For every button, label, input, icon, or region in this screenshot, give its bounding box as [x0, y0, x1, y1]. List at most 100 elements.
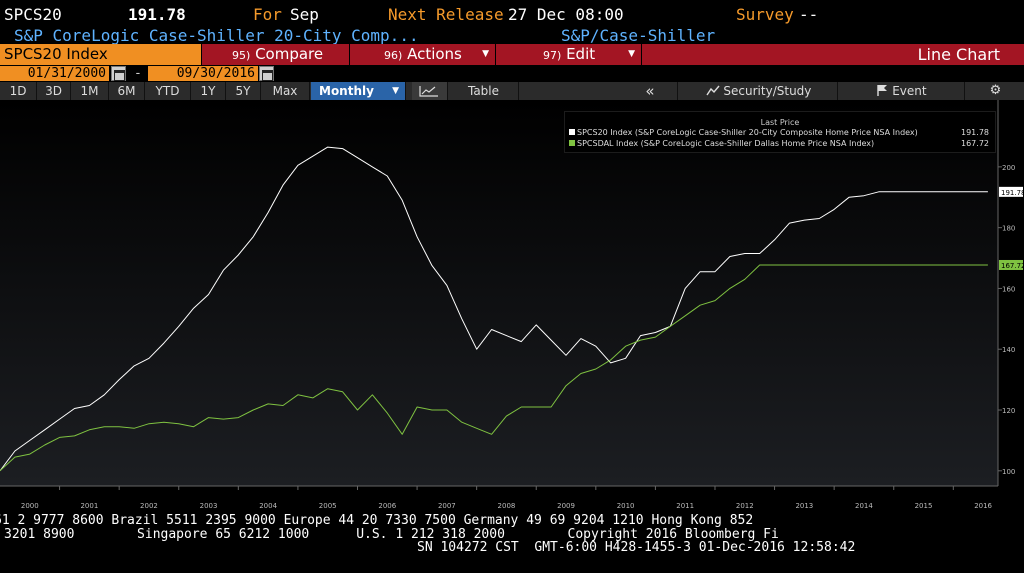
date-separator: - [134, 66, 142, 81]
date-range-bar: 01/31/2000 - 09/30/2016 [0, 65, 1024, 82]
last-price: 191.78 [128, 5, 186, 24]
chart-type-label[interactable]: Line Chart [917, 45, 1000, 64]
security-description-bar: S&P CoreLogic Case-Shiller 20-City Comp.… [0, 24, 1024, 45]
period-1d-button[interactable]: 1D [0, 82, 37, 100]
x-tick-label: 2008 [498, 502, 516, 510]
edit-number: 97) [543, 49, 562, 62]
series-lines [0, 146, 988, 472]
legend-label: SPCS20 Index (S&P CoreLogic Case-Shiller… [577, 128, 918, 137]
y-axis-ticks: 100 120 140 160 180 200 [998, 164, 1015, 476]
calendar-icon[interactable] [111, 66, 126, 81]
edit-menu[interactable]: 97) Edit ▼ [495, 44, 641, 65]
frequency-dropdown-icon: ▼ [392, 86, 399, 96]
study-icon [706, 85, 720, 96]
frequency-label: Monthly [319, 84, 374, 98]
footer-line-2: 3201 8900 Singapore 65 6212 1000 U.S. 1 … [4, 527, 779, 542]
period-1y-button[interactable]: 1Y [191, 82, 226, 100]
x-tick-label: 2007 [438, 502, 456, 510]
event-button[interactable]: Event [840, 82, 965, 100]
series-line-spcsdal [0, 264, 988, 472]
period-6m-button[interactable]: 6M [109, 82, 145, 100]
legend-label: SPCSDAL Index (S&P CoreLogic Case-Shille… [577, 139, 875, 148]
legend-item-spcsdal[interactable]: SPCSDAL Index (S&P CoreLogic Case-Shille… [569, 139, 989, 150]
edit-label: Edit [566, 45, 596, 63]
legend-value: 167.72 [961, 139, 989, 148]
x-tick-label: 2015 [915, 502, 933, 510]
footer-line-3: SN 104272 CST GMT-6:00 H428-1455-3 01-De… [417, 540, 856, 555]
actions-number: 96) [384, 49, 403, 62]
security-study-button[interactable]: Security/Study [680, 82, 838, 100]
x-tick-label: 2004 [259, 502, 277, 510]
edit-dropdown-icon: ▼ [628, 49, 635, 59]
period-ytd-button[interactable]: YTD [145, 82, 191, 100]
security-source[interactable]: S&P/Case-Shiller [561, 26, 716, 45]
legend-title: Last Price [760, 118, 800, 127]
x-tick-label: 2002 [140, 502, 158, 510]
y-tick-label: 180 [1002, 225, 1015, 233]
compare-label: Compare [255, 45, 324, 63]
security-study-label: Security/Study [723, 84, 812, 98]
chart-legend[interactable]: Last Price SPCS20 Index (S&P CoreLogic C… [564, 111, 996, 153]
legend-item-spcs20[interactable]: SPCS20 Index (S&P CoreLogic Case-Shiller… [569, 128, 989, 139]
x-tick-label: 2011 [676, 502, 694, 510]
x-tick-label: 2010 [617, 502, 635, 510]
legend-swatch-green [569, 140, 575, 146]
last-value-label: 167.72 [1001, 262, 1024, 270]
y-tick-label: 140 [1002, 346, 1015, 354]
period-1m-button[interactable]: 1M [71, 82, 109, 100]
table-view-button[interactable]: Table [449, 82, 519, 100]
chart-canvas: 2000 2001 2002 2003 2004 2005 2006 2007 2008 2009… [0, 100, 1024, 510]
line-chart-icon [419, 86, 438, 97]
last-value-tags: 191.78 167.72 [999, 186, 1024, 270]
last-value-tag [999, 259, 1023, 270]
function-menu-bar: SPCS20 Index 95) Compare 96) Actions ▼ 9… [0, 44, 1024, 65]
footer-line-1: 61 2 9777 8600 Brazil 5511 2395 9000 Eur… [0, 513, 754, 528]
for-label: For [253, 5, 282, 24]
x-tick-label: 2014 [855, 502, 873, 510]
series-line-spcs20 [0, 146, 988, 472]
y-tick-label: 120 [1002, 407, 1015, 415]
index-input[interactable]: SPCS20 Index [0, 44, 201, 65]
actions-menu[interactable]: 96) Actions ▼ [349, 44, 495, 65]
settings-button[interactable]: ⚙ [967, 82, 1024, 100]
period-3d-button[interactable]: 3D [37, 82, 71, 100]
plot-background [0, 100, 998, 486]
x-tick-label: 2005 [319, 502, 337, 510]
price-chart[interactable]: 2000 2001 2002 2003 2004 2005 2006 2007 2008 2009… [0, 100, 1024, 512]
x-tick-label: 2001 [80, 502, 98, 510]
actions-dropdown-icon: ▼ [482, 49, 489, 59]
chart-view-button[interactable] [412, 82, 448, 100]
y-tick-label: 100 [1002, 468, 1015, 476]
x-axis-ticks: 2000 2001 2002 2003 2004 2005 2006 2007 2008 2009… [21, 486, 993, 510]
x-tick-label: 2009 [557, 502, 575, 510]
ticker-symbol[interactable]: SPCS20 [4, 5, 62, 24]
end-date-field[interactable]: 09/30/2016 [148, 66, 258, 81]
footer-contacts: 61 2 9777 8600 Brazil 5511 2395 9000 Eur… [0, 512, 1024, 573]
title-bar: SPCS20 191.78 For Sep Next Release 27 De… [0, 0, 1024, 28]
compare-number: 95) [232, 49, 251, 62]
period-max-button[interactable]: Max [261, 82, 310, 100]
frequency-dropdown[interactable]: Monthly ▼ [311, 82, 406, 100]
chart-toolbar: 1D 3D 1M 6M YTD 1Y 5Y Max Monthly ▼ Tabl… [0, 82, 1024, 100]
gear-icon: ⚙ [989, 83, 1002, 98]
y-tick-label: 160 [1002, 285, 1015, 293]
chart-type-area [641, 44, 1024, 65]
period-5y-button[interactable]: 5Y [226, 82, 261, 100]
calendar-icon[interactable] [259, 66, 274, 81]
compare-menu[interactable]: 95) Compare [201, 44, 349, 65]
x-tick-label: 2000 [21, 502, 39, 510]
survey-label: Survey [736, 5, 794, 24]
last-value-tag [999, 186, 1023, 197]
x-tick-label: 2016 [974, 502, 992, 510]
event-label: Event [892, 84, 927, 98]
legend-value: 191.78 [961, 128, 989, 137]
actions-label: Actions [407, 45, 462, 63]
start-date-field[interactable]: 01/31/2000 [0, 66, 109, 81]
next-release-value: 27 Dec 08:00 [508, 5, 624, 24]
x-tick-label: 2006 [378, 502, 396, 510]
x-tick-label: 2003 [200, 502, 218, 510]
back-button[interactable]: « [623, 82, 678, 100]
x-tick-label: 2013 [795, 502, 813, 510]
security-name[interactable]: S&P CoreLogic Case-Shiller 20-City Comp.… [14, 26, 419, 45]
survey-value: -- [799, 5, 819, 24]
